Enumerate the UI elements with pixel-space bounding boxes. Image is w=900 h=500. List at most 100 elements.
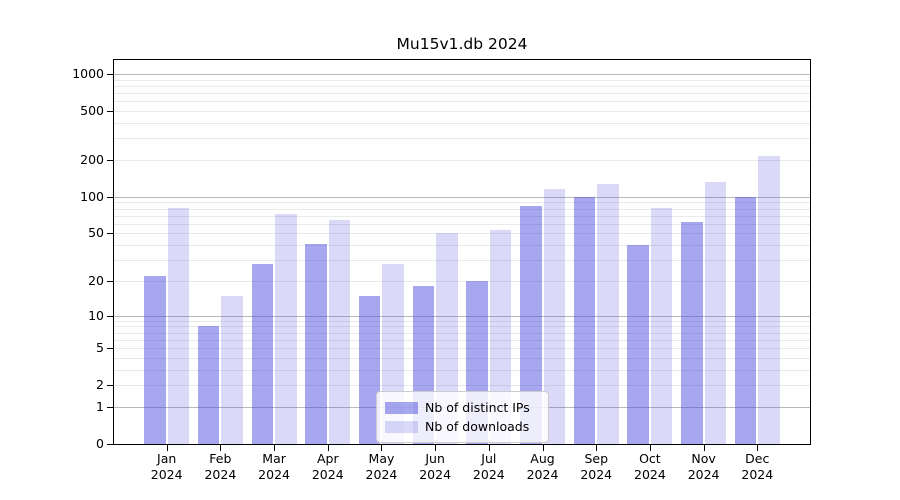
bar-ips-10 [681,222,703,444]
y-gridline-minor [114,260,810,262]
bar-downloads-9 [650,207,673,444]
legend-label: Nb of distinct IPs [425,400,530,415]
x-tick-mark [435,445,437,451]
y-gridline-minor [114,79,810,81]
y-tick-label: 5 [96,340,104,356]
legend-entry: Nb of downloads [385,417,540,436]
y-gridline-minor [114,385,810,387]
bar-ips-2 [251,263,274,444]
x-tick-mark [703,445,705,451]
y-gridline-minor [114,93,810,95]
x-tick-label: Jan 2024 [150,451,183,482]
bar-downloads-8 [597,184,619,444]
x-tick-mark [488,445,490,451]
chart-title: Mu15v1.db 2024 [396,35,528,53]
bar-downloads-2 [275,214,297,444]
y-tick-label: 50 [88,225,104,241]
y-tick-mark [107,159,113,161]
y-gridline-minor [114,245,810,247]
y-gridline-minor [114,332,810,334]
x-tick-mark [649,445,651,451]
bar-ips-9 [627,245,649,444]
x-tick-mark [381,445,383,451]
bar-downloads-11 [758,156,780,444]
y-tick-mark [107,196,113,198]
y-tick-label: 1000 [72,66,104,81]
y-tick-mark [107,348,113,350]
x-tick-label: Oct 2024 [634,451,666,482]
x-tick-mark [220,445,222,451]
y-gridline-minor [114,326,810,328]
grid-layer [114,60,810,444]
y-gridline-minor [114,101,810,103]
bar-ips-4 [358,295,381,444]
y-gridline-minor [114,111,810,113]
y-tick-mark [107,444,113,445]
y-tick-label: 1 [96,398,104,414]
legend-swatch-downloads [385,420,418,433]
x-tick-mark [596,445,598,451]
x-tick-label: Dec 2024 [741,451,774,482]
legend-entry: Nb of distinct IPs [385,398,540,417]
y-gridline-minor [114,208,810,210]
x-tick-label: Nov 2024 [687,451,720,482]
y-tick-label: 0 [96,436,104,451]
bar-downloads-3 [328,219,351,444]
y-gridline-major [114,74,810,75]
y-gridline-minor [114,233,810,235]
y-gridline-minor [114,138,810,140]
bar-ips-1 [197,326,220,444]
bar-ips-3 [305,243,327,444]
legend-swatch-ips [385,401,418,414]
y-gridline-minor [114,223,810,225]
x-tick-mark [274,445,276,451]
y-gridline-minor [114,348,810,350]
y-gridline-minor [114,122,810,124]
y-gridline-minor [114,320,810,322]
y-gridline-minor [114,85,810,87]
y-tick-label: 10 [88,307,104,323]
bar-ips-7 [520,206,542,444]
y-gridline-minor [114,369,810,371]
x-tick-label: May 2024 [365,451,398,482]
plot-area [113,59,811,445]
x-tick-label: Apr 2024 [311,451,344,482]
y-gridline-major [114,315,810,317]
bar-downloads-0 [167,207,190,444]
y-tick-label: 20 [88,272,104,288]
x-tick-label: Aug 2024 [526,451,559,482]
y-gridline-minor [114,280,810,282]
y-tick-label: 500 [80,103,104,119]
y-gridline-minor [114,159,810,161]
y-gridline-minor [114,339,810,341]
y-tick-mark [107,111,113,113]
x-tick-label: Jun 2024 [419,451,452,482]
y-gridline-minor [114,215,810,217]
y-tick-mark [107,280,113,282]
bar-ips-11 [734,196,757,444]
x-tick-mark [542,445,544,451]
y-gridline-minor [114,357,810,359]
bar-ips-8 [573,196,596,444]
y-tick-mark [107,385,113,387]
bar-downloads-6 [489,230,512,444]
y-tick-label: 100 [80,188,104,204]
y-gridline-minor [114,202,810,204]
y-tick-mark [107,315,113,317]
legend: Nb of distinct IPs Nb of downloads [376,391,549,443]
y-tick-mark [107,406,113,408]
bars-layer [114,60,810,444]
y-tick-mark [107,74,113,75]
bar-downloads-10 [704,182,727,444]
x-tick-mark [757,445,759,451]
x-tick-label: Feb 2024 [204,451,237,482]
y-gridline-major [114,196,810,198]
y-tick-label: 200 [80,151,104,167]
bar-downloads-1 [221,295,243,444]
x-tick-label: Jul 2024 [472,451,505,482]
y-tick-label: 2 [96,377,104,393]
x-tick-mark [327,445,329,451]
bar-ips-0 [144,276,166,444]
y-tick-mark [107,233,113,235]
